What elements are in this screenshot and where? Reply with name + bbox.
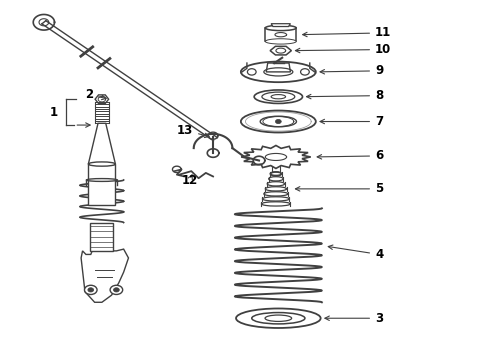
Polygon shape: [270, 24, 290, 27]
Text: 5: 5: [295, 183, 383, 195]
Circle shape: [247, 69, 256, 75]
Polygon shape: [90, 222, 113, 251]
Ellipse shape: [241, 111, 315, 132]
Ellipse shape: [236, 309, 320, 328]
Circle shape: [88, 288, 94, 292]
Ellipse shape: [265, 187, 286, 191]
Ellipse shape: [241, 62, 315, 82]
Ellipse shape: [268, 177, 283, 181]
Ellipse shape: [264, 315, 291, 321]
Polygon shape: [88, 164, 115, 205]
Polygon shape: [265, 63, 290, 72]
Text: 3: 3: [324, 312, 383, 325]
Polygon shape: [88, 123, 115, 164]
Text: 2: 2: [85, 89, 106, 102]
Polygon shape: [269, 46, 291, 55]
Polygon shape: [81, 249, 128, 302]
Ellipse shape: [265, 39, 296, 44]
Polygon shape: [95, 95, 108, 103]
Text: 1: 1: [49, 105, 58, 119]
Circle shape: [110, 285, 122, 294]
Text: 12: 12: [181, 174, 198, 186]
Ellipse shape: [254, 90, 302, 103]
Ellipse shape: [251, 312, 305, 324]
Ellipse shape: [265, 25, 296, 31]
Text: 11: 11: [302, 26, 390, 39]
Text: 4: 4: [327, 245, 383, 261]
Ellipse shape: [88, 162, 115, 166]
Ellipse shape: [86, 179, 117, 181]
Circle shape: [113, 288, 119, 292]
Ellipse shape: [261, 202, 290, 206]
Circle shape: [275, 120, 281, 123]
Ellipse shape: [262, 197, 289, 201]
Text: 6: 6: [317, 149, 383, 162]
Polygon shape: [241, 145, 310, 168]
Ellipse shape: [270, 172, 281, 175]
Circle shape: [84, 285, 97, 294]
Text: 9: 9: [320, 64, 383, 77]
Ellipse shape: [264, 192, 287, 196]
Text: 10: 10: [295, 43, 390, 56]
Ellipse shape: [269, 172, 281, 176]
Ellipse shape: [262, 92, 294, 101]
Polygon shape: [265, 28, 296, 41]
Ellipse shape: [266, 182, 284, 186]
Circle shape: [300, 69, 308, 75]
Text: 7: 7: [320, 115, 383, 128]
Text: 13: 13: [177, 124, 209, 138]
Ellipse shape: [270, 95, 285, 99]
Text: 8: 8: [306, 89, 383, 102]
